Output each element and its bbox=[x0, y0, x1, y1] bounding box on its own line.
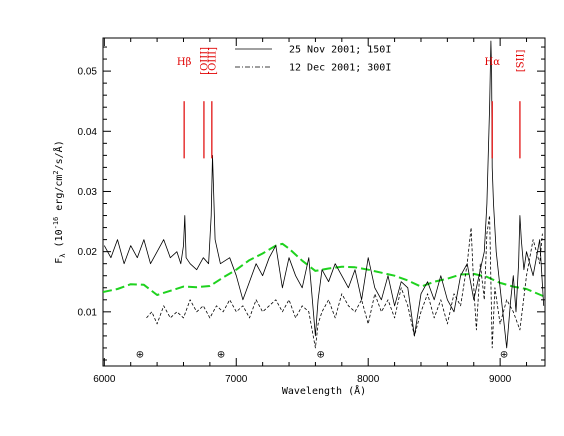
emission-line-label: Hα bbox=[484, 57, 500, 68]
x-tick-label: 8000 bbox=[357, 374, 380, 385]
y-axis-label-part: /s/Å) bbox=[52, 140, 65, 170]
y-tick-label: 0.05 bbox=[78, 67, 98, 78]
legend: 25 Nov 2001; 150I 12 Dec 2001; 300I bbox=[235, 45, 391, 74]
y-axis-label-part: F bbox=[54, 258, 65, 264]
telluric-symbol: ⊕ bbox=[217, 349, 225, 360]
y-axis-label-part: -16 bbox=[52, 217, 60, 230]
y-axis-label-part: (10 bbox=[54, 229, 65, 253]
emission-line-label: [OIII] bbox=[199, 47, 210, 75]
ticks-layer: 6000 7000 8000 9000 0.01 0.02 0.03 0.04 0.05 bbox=[78, 38, 545, 385]
y-axis-label-part: erg/cm bbox=[54, 175, 65, 217]
x-tick-label: 9000 bbox=[489, 374, 512, 385]
series-layer bbox=[103, 40, 545, 349]
series-line-dashed bbox=[146, 215, 543, 349]
x-tick-label: 6000 bbox=[93, 374, 116, 385]
telluric-symbol: ⊕ bbox=[500, 349, 508, 360]
emission-line-label: [SII] bbox=[515, 49, 526, 72]
y-axis-label: Fλ (10-16 erg/cm2/s/Å) bbox=[52, 140, 67, 263]
y-axis-label-part: λ bbox=[59, 253, 67, 257]
series-clip-group bbox=[103, 40, 545, 349]
emission-line-label: Hβ bbox=[177, 57, 192, 68]
telluric-symbol: ⊕ bbox=[136, 349, 144, 360]
legend-label: 25 Nov 2001; 150I bbox=[289, 45, 391, 56]
markers-layer: Hβ [OIII][OIII] Hα [SII] ⊕ ⊕ ⊕ ⊕ bbox=[136, 47, 527, 361]
legend-label: 12 Dec 2001; 300I bbox=[289, 63, 391, 74]
plot-frame bbox=[102, 37, 546, 367]
y-tick-label: 0.02 bbox=[78, 247, 98, 258]
series-line-solid bbox=[103, 40, 545, 349]
y-tick-label: 0.04 bbox=[78, 127, 98, 138]
y-tick-label: 0.03 bbox=[78, 187, 98, 198]
telluric-symbol: ⊕ bbox=[317, 349, 325, 360]
y-axis-label-text: Fλ (10-16 erg/cm2/s/Å) bbox=[52, 140, 67, 263]
series-line-fit bbox=[103, 242, 545, 298]
y-tick-label: 0.01 bbox=[78, 307, 98, 318]
emission-line-label: [OIII] bbox=[207, 47, 218, 75]
x-tick-label: 7000 bbox=[225, 374, 248, 385]
x-axis-label: Wavelength (Å) bbox=[282, 384, 366, 397]
y-axis-label-part: 2 bbox=[52, 170, 60, 174]
